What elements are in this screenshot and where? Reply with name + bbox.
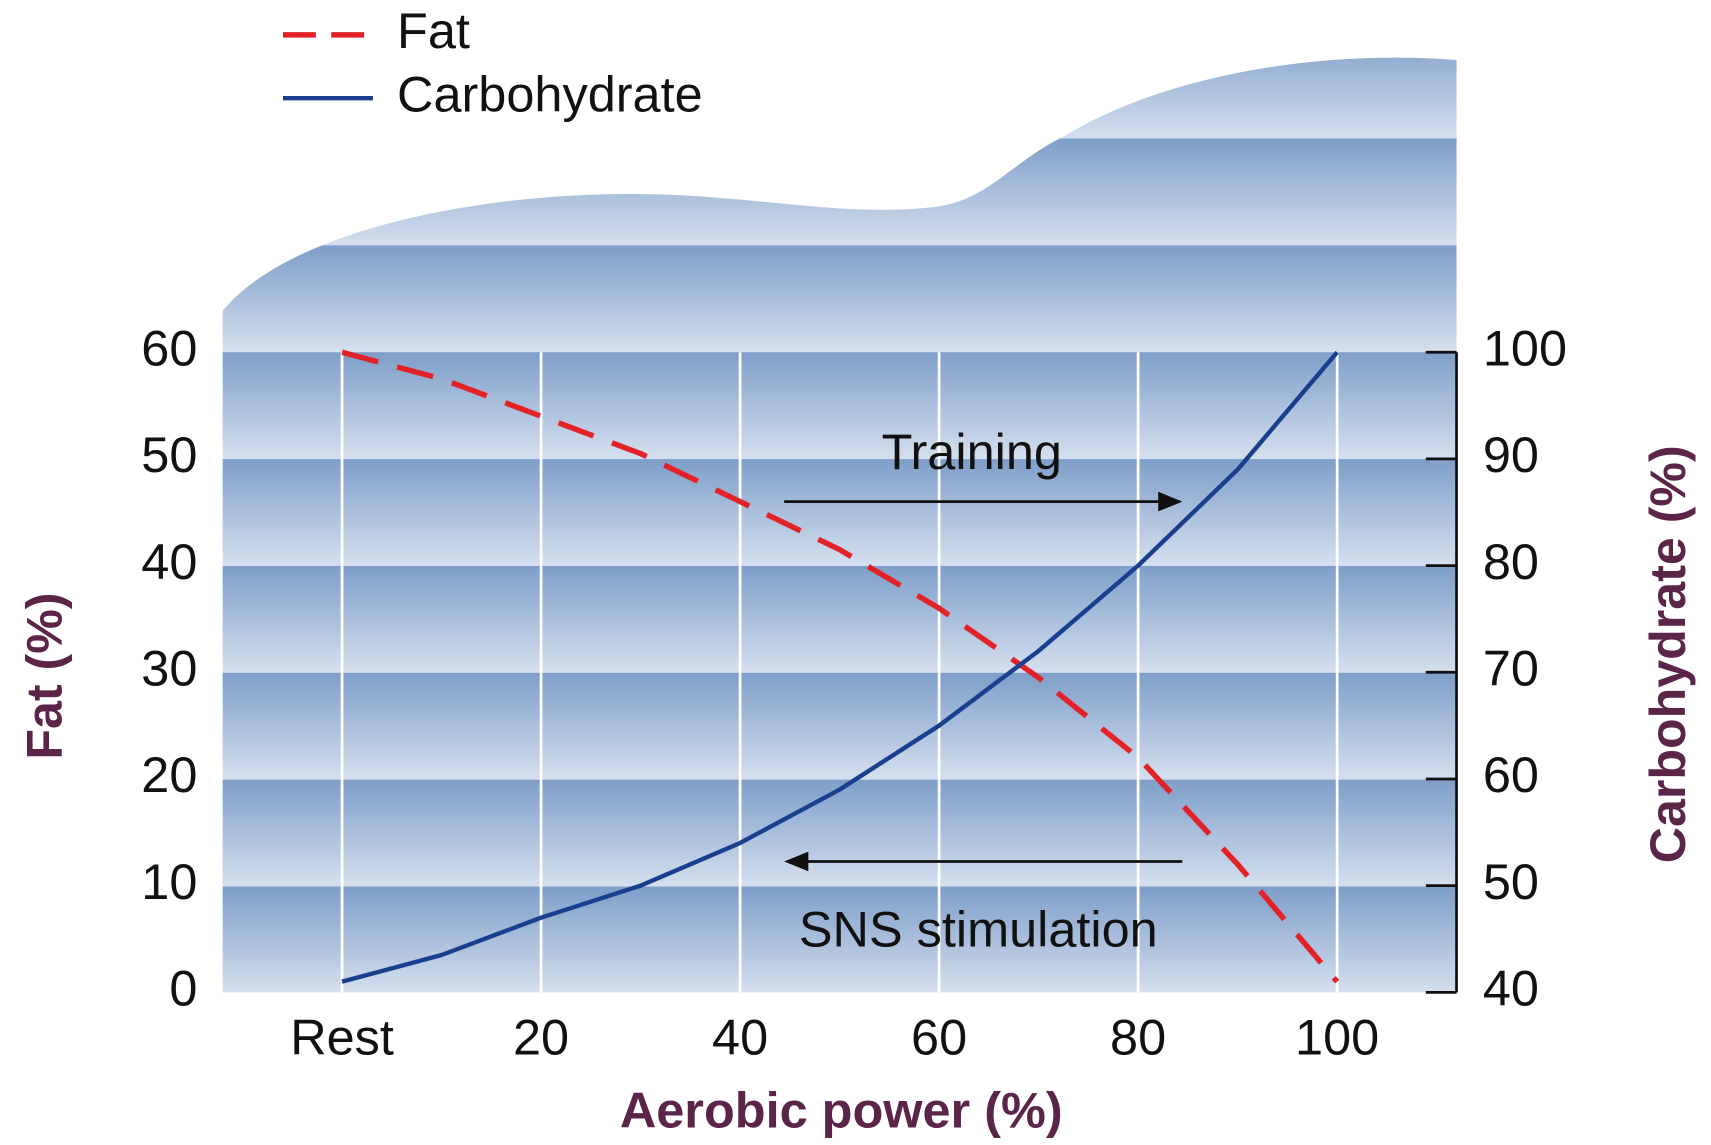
legend: Fat Carbohydrate xyxy=(282,2,703,123)
x-tick-label: Rest xyxy=(290,1009,394,1066)
legend-label: Fat xyxy=(397,2,470,59)
arrow-right-head xyxy=(1158,491,1183,512)
series-line xyxy=(341,350,1339,984)
legend-label: Carbohydrate xyxy=(397,66,703,123)
x-tick-label: 60 xyxy=(911,1009,967,1066)
annotation: Training xyxy=(882,423,1062,480)
y-tick-label: 50 xyxy=(141,426,197,483)
y2-tick-label: 80 xyxy=(1483,533,1539,590)
x-tick-label: 80 xyxy=(1110,1009,1166,1066)
grid xyxy=(340,352,1339,993)
y2-tick-label: 60 xyxy=(1483,746,1539,803)
y2-tick-label: 70 xyxy=(1483,640,1539,697)
series-line xyxy=(341,349,1340,984)
y2-axis-title: Carbohydrate (%) xyxy=(1639,445,1696,863)
y2-tick-label: 50 xyxy=(1483,853,1539,910)
y-tick-label: 60 xyxy=(141,320,197,377)
y2-tick-label: 40 xyxy=(1483,960,1539,1017)
y-axis-title: Fat (%) xyxy=(15,593,72,760)
arrow-left-head xyxy=(784,851,809,872)
x-tick-label: 20 xyxy=(513,1009,569,1066)
y-tick-label: 0 xyxy=(169,960,197,1017)
y-tick-label: 10 xyxy=(141,853,197,910)
y-tick-label: 20 xyxy=(141,746,197,803)
y-tick-label: 40 xyxy=(141,533,197,590)
y2-tick-label: 100 xyxy=(1483,320,1567,377)
y2-tick-label: 90 xyxy=(1483,426,1539,483)
annotation: SNS stimulation xyxy=(799,901,1158,958)
x-tick-label: 100 xyxy=(1295,1009,1379,1066)
marks xyxy=(341,349,1340,984)
x-tick-label: 40 xyxy=(712,1009,768,1066)
y-tick-label: 30 xyxy=(141,640,197,697)
x-axis-title: Aerobic power (%) xyxy=(620,1082,1063,1139)
plot-background xyxy=(222,57,1457,993)
